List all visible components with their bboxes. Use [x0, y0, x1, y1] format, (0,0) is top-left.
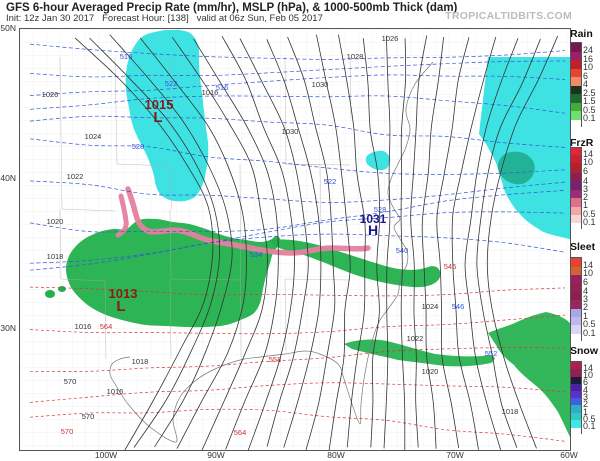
svg-text:H: H	[368, 222, 378, 238]
svg-text:570: 570	[82, 412, 95, 421]
svg-text:1026: 1026	[382, 34, 399, 43]
svg-text:570: 570	[61, 427, 74, 436]
svg-text:1022: 1022	[67, 172, 84, 181]
svg-text:1016: 1016	[75, 322, 92, 331]
svg-text:522: 522	[324, 177, 337, 186]
svg-text:534: 534	[250, 250, 263, 259]
svg-text:1018: 1018	[132, 357, 149, 366]
svg-text:1024: 1024	[422, 302, 439, 311]
svg-text:L: L	[153, 109, 162, 126]
svg-text:558: 558	[269, 355, 282, 364]
svg-text:546: 546	[444, 262, 457, 271]
svg-text:L: L	[116, 298, 125, 315]
svg-text:522: 522	[165, 79, 178, 88]
svg-text:1024: 1024	[85, 132, 102, 141]
svg-text:570: 570	[64, 377, 77, 386]
svg-text:1020: 1020	[422, 367, 439, 376]
svg-text:564: 564	[100, 322, 113, 331]
svg-text:1018: 1018	[47, 252, 64, 261]
svg-text:564: 564	[234, 428, 247, 437]
svg-text:516: 516	[216, 83, 229, 92]
svg-text:1028: 1028	[347, 52, 364, 61]
svg-text:1016: 1016	[107, 387, 124, 396]
svg-text:528: 528	[132, 142, 145, 151]
svg-text:546: 546	[452, 302, 465, 311]
svg-text:1026: 1026	[42, 90, 59, 99]
svg-text:1020: 1020	[47, 217, 64, 226]
